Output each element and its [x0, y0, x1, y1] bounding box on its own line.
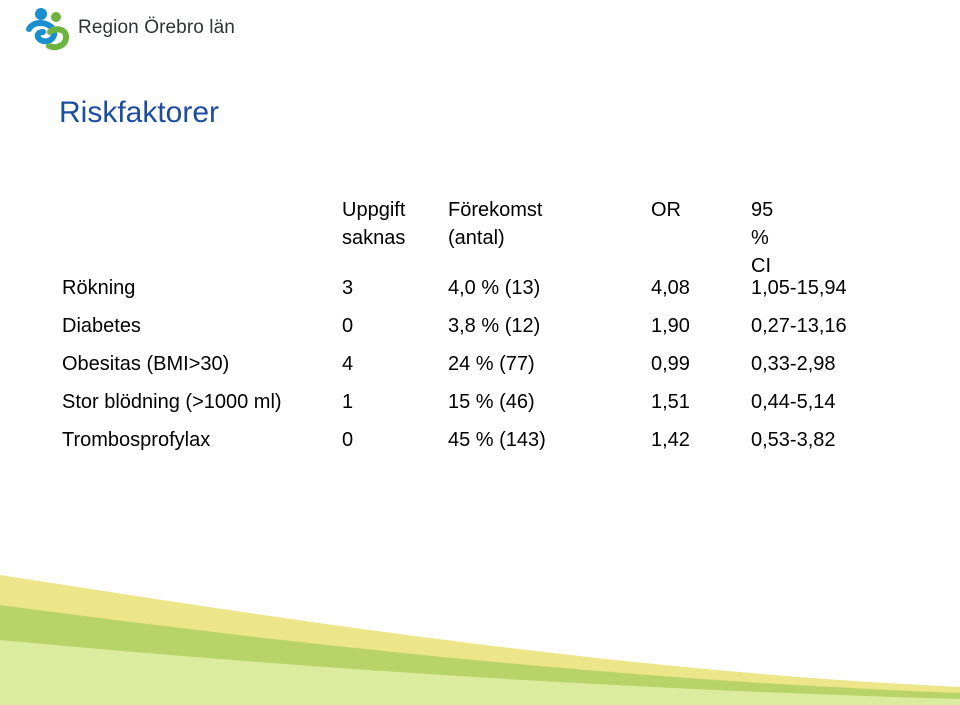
- cell-or: 4,08: [651, 277, 690, 299]
- cell-missing: 3: [342, 277, 354, 299]
- cell-ci: 0,33-2,98: [751, 353, 836, 375]
- cell-ci: 0,27-13,16: [751, 315, 847, 337]
- cell-missing: 4: [342, 353, 354, 375]
- header-prevalence: Förekomst (antal): [448, 199, 543, 249]
- cell-prevalence: 45 % (143): [448, 429, 546, 451]
- cell-ci: 0,44-5,14: [751, 391, 836, 413]
- cell-or: 0,99: [651, 353, 690, 375]
- cell-or: 1,42: [651, 429, 690, 451]
- header-missing: Uppgift saknas: [342, 199, 406, 249]
- cell-factor: Diabetes: [62, 315, 141, 337]
- header-ci: 95 % CI: [751, 199, 774, 277]
- cell-factor: Obesitas (BMI>30): [62, 353, 230, 375]
- cell-or: 1,51: [651, 391, 690, 413]
- cell-or: 1,90: [651, 315, 690, 337]
- cell-ci: 0,53-3,82: [751, 429, 836, 451]
- cell-prevalence: 4,0 % (13): [448, 277, 541, 299]
- cell-factor: Stor blödning (>1000 ml): [62, 391, 282, 413]
- logo-text: Region Örebro län: [78, 17, 235, 38]
- decorative-wave: [0, 575, 960, 705]
- cell-missing: 0: [342, 315, 354, 337]
- region-logo: Region Örebro län: [26, 4, 235, 52]
- cell-missing: 1: [342, 391, 354, 413]
- cell-factor: Rökning: [62, 277, 136, 299]
- cell-ci: 1,05-15,94: [751, 277, 847, 299]
- header-or: OR: [651, 199, 681, 221]
- cell-missing: 0: [342, 429, 354, 451]
- region-logo-icon: [26, 8, 69, 51]
- cell-prevalence: 24 % (77): [448, 353, 535, 375]
- cell-factor: Trombosprofylax: [62, 429, 211, 451]
- cell-prevalence: 15 % (46): [448, 391, 535, 413]
- page-title: Riskfaktorer: [59, 96, 220, 129]
- cell-prevalence: 3,8 % (12): [448, 315, 541, 337]
